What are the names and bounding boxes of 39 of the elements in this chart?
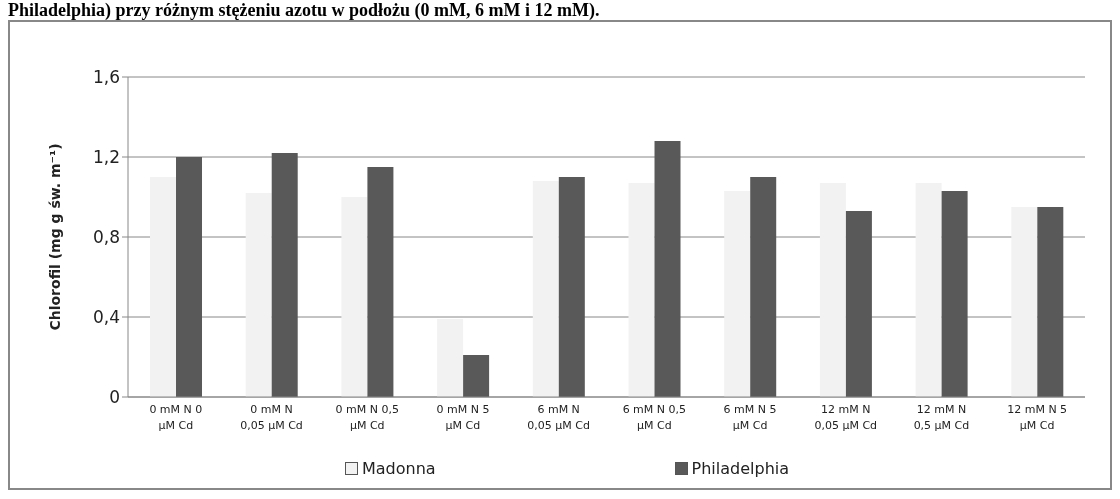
x-tick-label: 12 mM N 0,05 µM Cd [814,403,878,432]
bar [628,183,655,397]
bar [150,177,177,397]
x-tick-label: 0 mM N 5 µM Cd [436,403,490,432]
bar [654,141,681,397]
bar [724,191,751,397]
bar [1011,207,1038,397]
y-tick-label: 0 [109,387,120,408]
legend-label: Madonna [361,459,436,478]
x-tick-label: 0 mM N 0 µM Cd [149,403,203,432]
bar [558,177,585,397]
bar [271,153,298,397]
bar [845,211,872,397]
x-tick-label: 0 mM N 0,05 µM Cd [240,403,303,432]
bar [367,167,394,397]
bar [819,183,846,397]
y-tick-label: 0,8 [92,227,120,248]
bar [341,197,368,397]
bar [941,191,968,397]
x-tick-label: 12 mM N 0,5 µM Cd [913,403,970,432]
bar [750,177,777,397]
x-tick-label: 6 mM N 5 µM Cd [723,403,777,432]
x-tick-label: 12 mM N 5 µM Cd [1007,403,1068,432]
y-tick-label: 1,6 [92,67,120,88]
bar [1037,207,1064,397]
x-tick-label: 6 mM N 0,05 µM Cd [527,403,590,432]
y-tick-label: 1,2 [92,147,120,168]
x-tick-label: 6 mM N 0,5 µM Cd [622,403,687,432]
chart-title: Philadelphia) przy różnym stężeniu azotu w podłożu (0 mM, 6 mM i 12 mM). [8,0,601,20]
bar [176,157,203,397]
bar [245,193,272,397]
y-axis-title: Chlorofil (mg g św. m⁻¹) [46,143,63,331]
bar [437,319,464,397]
y-tick-label: 0,4 [92,307,120,328]
legend-label: Philadelphia [691,459,790,478]
x-tick-label: 0 mM N 0,5 µM Cd [335,403,399,432]
bar [463,355,490,397]
bar [915,183,942,397]
bar [532,181,559,397]
